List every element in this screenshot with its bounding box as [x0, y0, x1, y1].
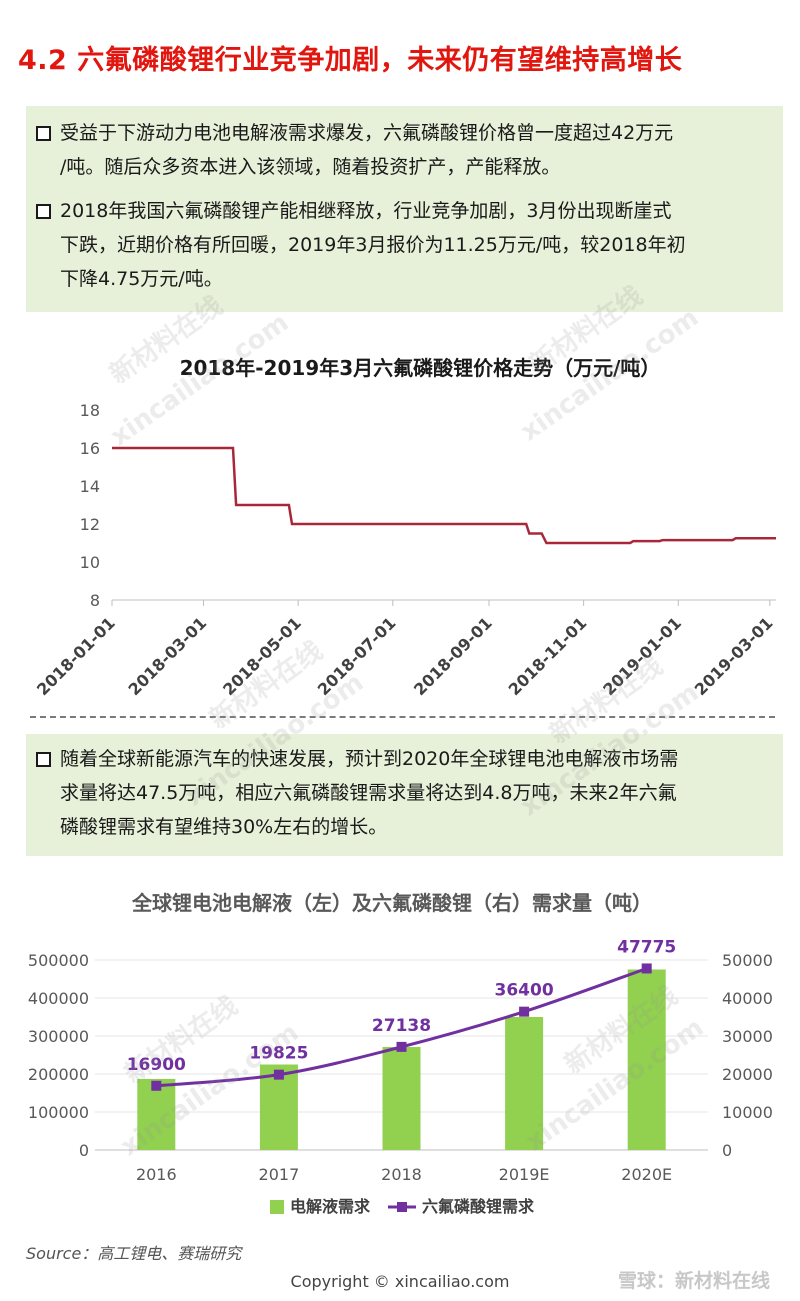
x-tick-label: 2018	[381, 1165, 422, 1184]
y-tick-label: 12	[80, 515, 100, 534]
summary-box-1: 受益于下游动力电池电解液需求爆发，六氟磷酸锂价格曾一度超过42万元 /吨。随后众…	[26, 106, 783, 312]
legend-label: 电解液需求	[290, 1197, 371, 1216]
demand-combo-chart: 全球锂电池电解液（左）及六氟磷酸锂（右）需求量（吨） 0100000200000…	[28, 891, 773, 1216]
bullet-line: 求量将达47.5万吨，相应六氟磷酸锂需求量将达到4.8万吨，未来2年六氟	[60, 782, 677, 804]
electrolyte-bar	[137, 1078, 176, 1150]
y-tick-label: 16	[80, 439, 100, 458]
data-label: 16900	[127, 1055, 186, 1075]
x-tick-label: 2018-01-01	[33, 613, 119, 699]
x-tick-label: 2016	[136, 1165, 177, 1184]
y-tick-label: 8	[90, 591, 100, 610]
y-right-tick-label: 10000	[722, 1103, 773, 1122]
source-note: Source：高工锂电、赛瑞研究	[26, 1244, 242, 1263]
data-label: 47775	[617, 937, 676, 957]
lipf6-point	[396, 1041, 407, 1052]
data-label: 36400	[495, 981, 554, 1001]
bullet-line: 下跌，近期价格有所回暖，2019年3月报价为11.25万元/吨，较2018年初	[60, 234, 686, 256]
summary-box-2: 随着全球新能源汽车的快速发展，预计到2020年全球锂电池电解液市场需 求量将达4…	[26, 734, 783, 856]
y-left-tick-label: 100000	[28, 1103, 89, 1122]
lipf6-point	[641, 963, 652, 974]
chart-title: 全球锂电池电解液（左）及六氟磷酸锂（右）需求量（吨）	[131, 891, 652, 915]
price-trend-chart: 2018年-2019年3月六氟磷酸锂价格走势（万元/吨） 8 10 12 14 16 18…	[33, 356, 777, 699]
page-title: 4.2 六氟磷酸锂行业竞争加剧，未来仍有望维持高增长	[18, 45, 683, 76]
y-right-tick-label: 50000	[722, 951, 773, 970]
bullet-line: /吨。随后众多资本进入该领域，随着投资扩产，产能释放。	[60, 156, 561, 178]
legend-swatch-bar	[270, 1200, 284, 1214]
electrolyte-bar	[505, 1017, 544, 1150]
bullet-3: 随着全球新能源汽车的快速发展，预计到2020年全球锂电池电解液市场需 求量将达4…	[36, 742, 771, 844]
x-tick-label: 2020E	[621, 1165, 672, 1184]
y-tick-label: 14	[80, 477, 100, 496]
section-divider	[30, 716, 775, 718]
checkbox-square-icon	[36, 126, 51, 141]
y-tick-label: 10	[80, 553, 100, 572]
lipf6-point	[519, 1006, 530, 1017]
y-right-tick-label: 20000	[722, 1065, 773, 1084]
bullet-line: 受益于下游动力电池电解液需求爆发，六氟磷酸锂价格曾一度超过42万元	[60, 122, 674, 144]
y-right-tick-label: 40000	[722, 989, 773, 1008]
y-right-tick-label: 30000	[722, 1027, 773, 1046]
x-tick-label: 2018-03-01	[125, 613, 211, 699]
copyright: Copyright © xincailiao.com	[290, 1272, 510, 1291]
x-tick-label: 2017	[259, 1165, 300, 1184]
bullet-line: 随着全球新能源汽车的快速发展，预计到2020年全球锂电池电解液市场需	[60, 748, 679, 770]
price-series-line	[112, 446, 776, 545]
x-tick-label: 2019E	[499, 1165, 550, 1184]
legend-label: 六氟磷酸锂需求	[422, 1197, 535, 1216]
chart-title: 2018年-2019年3月六氟磷酸锂价格走势（万元/吨）	[180, 356, 661, 380]
electrolyte-bar	[627, 969, 666, 1150]
xueqiu-logo: 雪球：新材料在线	[617, 1270, 770, 1292]
y-left-tick-label: 400000	[28, 989, 89, 1008]
y-left-tick-label: 500000	[28, 951, 89, 970]
checkbox-square-icon	[36, 752, 51, 767]
electrolyte-bar	[382, 1047, 421, 1150]
bullet-2: 2018年我国六氟磷酸锂产能相继释放，行业竞争加剧，3月份出现断崖式 下跌，近期…	[36, 194, 771, 296]
bullet-line: 2018年我国六氟磷酸锂产能相继释放，行业竞争加剧，3月份出现断崖式	[60, 200, 672, 222]
legend-swatch-marker	[397, 1202, 407, 1212]
lipf6-point	[273, 1069, 284, 1080]
data-label: 27138	[372, 1016, 431, 1036]
bullet-line: 磷酸锂需求有望维持30%左右的增长。	[60, 816, 388, 838]
data-label: 19825	[249, 1044, 308, 1064]
y-right-tick-label: 0	[722, 1141, 732, 1160]
x-tick-label: 2018-09-01	[410, 613, 496, 699]
lipf6-point	[151, 1080, 162, 1091]
bullet-1: 受益于下游动力电池电解液需求爆发，六氟磷酸锂价格曾一度超过42万元 /吨。随后众…	[36, 116, 771, 184]
x-tick-label: 2018-11-01	[505, 613, 591, 699]
y-left-tick-label: 0	[79, 1141, 89, 1160]
y-left-tick-label: 300000	[28, 1027, 89, 1046]
bullet-line: 下降4.75万元/吨。	[60, 268, 223, 290]
x-tick-label: 2019-03-01	[691, 613, 777, 699]
y-tick-label: 18	[80, 401, 100, 420]
checkbox-square-icon	[36, 204, 51, 219]
y-left-tick-label: 200000	[28, 1065, 89, 1084]
